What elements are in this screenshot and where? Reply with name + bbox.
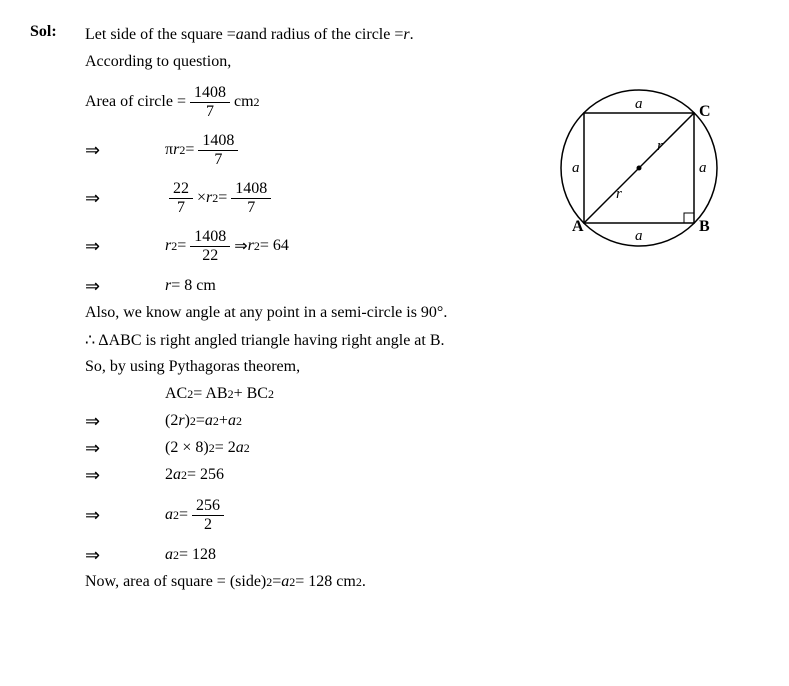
equals: = [177, 237, 186, 255]
var-a: a [165, 546, 173, 564]
numerator: 256 [192, 497, 224, 516]
fraction: 1408 7 [198, 132, 238, 168]
var-a: a [173, 466, 181, 484]
label-a-right: a [699, 160, 707, 176]
implies-arrow: ⇒ [85, 545, 125, 566]
superscript: 2 [268, 387, 274, 402]
text: = 8 cm [171, 277, 216, 295]
superscript: 2 [254, 95, 260, 110]
plus: + [219, 412, 228, 430]
superscript: 2 [244, 441, 250, 456]
var-a: a [205, 412, 213, 430]
solution-container: Sol: Let side of the square = a and radi… [30, 23, 759, 594]
line-11: AC 2 = AB 2 + BC 2 [85, 382, 759, 406]
denominator: 7 [243, 199, 259, 217]
equals: = [185, 141, 194, 159]
text: AC [165, 385, 187, 403]
text: According to question, [85, 53, 231, 71]
text: (2 [165, 412, 178, 430]
line-13: ⇒ (2 × 8) 2 = 2 a 2 [85, 436, 759, 460]
times: × [197, 189, 206, 207]
implies-arrow: ⇒ [85, 465, 125, 486]
implies-arrow: ⇒ [85, 236, 125, 257]
right-angle-mark [684, 213, 694, 223]
label-r-upper: r [657, 138, 663, 154]
text: Area of circle = [85, 93, 186, 111]
text: = 64 [260, 237, 289, 255]
var-a: a [236, 439, 244, 457]
superscript: 2 [236, 414, 242, 429]
fraction: 1408 7 [190, 84, 230, 120]
numerator: 22 [169, 180, 193, 199]
label-a-top: a [635, 96, 643, 112]
equals: = [179, 506, 188, 524]
numerator: 1408 [198, 132, 238, 151]
text: So, by using Pythagoras theorem, [85, 358, 300, 376]
text: . [362, 573, 366, 591]
text: + BC [234, 385, 268, 403]
implies: ⇒ [234, 236, 247, 256]
var-a: a [236, 26, 244, 44]
text: and radius of the circle = [244, 26, 404, 44]
text: = AB [193, 385, 227, 403]
text: = 128 cm [295, 573, 356, 591]
diagram-svg: A B C a a a a r r [539, 68, 739, 268]
fraction: 1408 7 [231, 180, 271, 216]
line-8: Also, we know angle at any point in a se… [85, 301, 759, 325]
text: ∴ ΔABC is right angled triangle having r… [85, 330, 445, 350]
denominator: 2 [200, 516, 216, 534]
line-9: ∴ ΔABC is right angled triangle having r… [85, 328, 759, 352]
label-r-lower: r [616, 186, 622, 202]
text: (2 × 8) [165, 439, 209, 457]
equals: = [218, 189, 227, 207]
fraction: 22 7 [169, 180, 193, 216]
numerator: 1408 [190, 84, 230, 103]
line-7: ⇒ r = 8 cm [85, 274, 759, 298]
line-15: ⇒ a 2 = 256 2 [85, 495, 759, 535]
implies-arrow: ⇒ [85, 140, 125, 161]
solution-label: Sol: [30, 23, 57, 41]
text: = 256 [187, 466, 224, 484]
text: = 128 [179, 546, 216, 564]
line-17: Now, area of square = (side) 2 = a 2 = 1… [85, 570, 759, 594]
label-A: A [572, 218, 584, 235]
implies-arrow: ⇒ [85, 411, 125, 432]
line-10: So, by using Pythagoras theorem, [85, 355, 759, 379]
label-a-left: a [572, 160, 580, 176]
text: 2 [165, 466, 173, 484]
implies-arrow: ⇒ [85, 438, 125, 459]
line-1: Let side of the square = a and radius of… [85, 23, 759, 47]
label-B: B [699, 218, 710, 235]
line-16: ⇒ a 2 = 128 [85, 543, 759, 567]
var-a: a [228, 412, 236, 430]
equals: = [272, 573, 281, 591]
implies-arrow: ⇒ [85, 276, 125, 297]
text: cm [234, 93, 254, 111]
pi: π [165, 141, 173, 159]
equals: = [196, 412, 205, 430]
numerator: 1408 [231, 180, 271, 199]
var-a: a [281, 573, 289, 591]
denominator: 7 [202, 103, 218, 121]
denominator: 7 [210, 151, 226, 169]
text: Now, area of square = (side) [85, 573, 266, 591]
text: Also, we know angle at any point in a se… [85, 304, 447, 322]
fraction: 256 2 [192, 497, 224, 533]
equals: = 2 [215, 439, 236, 457]
fraction: 1408 22 [190, 228, 230, 264]
denominator: 7 [173, 199, 189, 217]
label-a-bottom: a [635, 228, 643, 244]
text: Let side of the square = [85, 26, 236, 44]
var-a: a [165, 506, 173, 524]
denominator: 22 [198, 247, 222, 265]
text: . [410, 26, 414, 44]
label-C: C [699, 103, 711, 120]
line-12: ⇒ (2 r ) 2 = a 2 + a 2 [85, 409, 759, 433]
center-dot [637, 166, 642, 171]
numerator: 1408 [190, 228, 230, 247]
implies-arrow: ⇒ [85, 505, 125, 526]
line-14: ⇒ 2 a 2 = 256 [85, 463, 759, 487]
implies-arrow: ⇒ [85, 188, 125, 209]
geometry-diagram: A B C a a a a r r [539, 68, 739, 273]
